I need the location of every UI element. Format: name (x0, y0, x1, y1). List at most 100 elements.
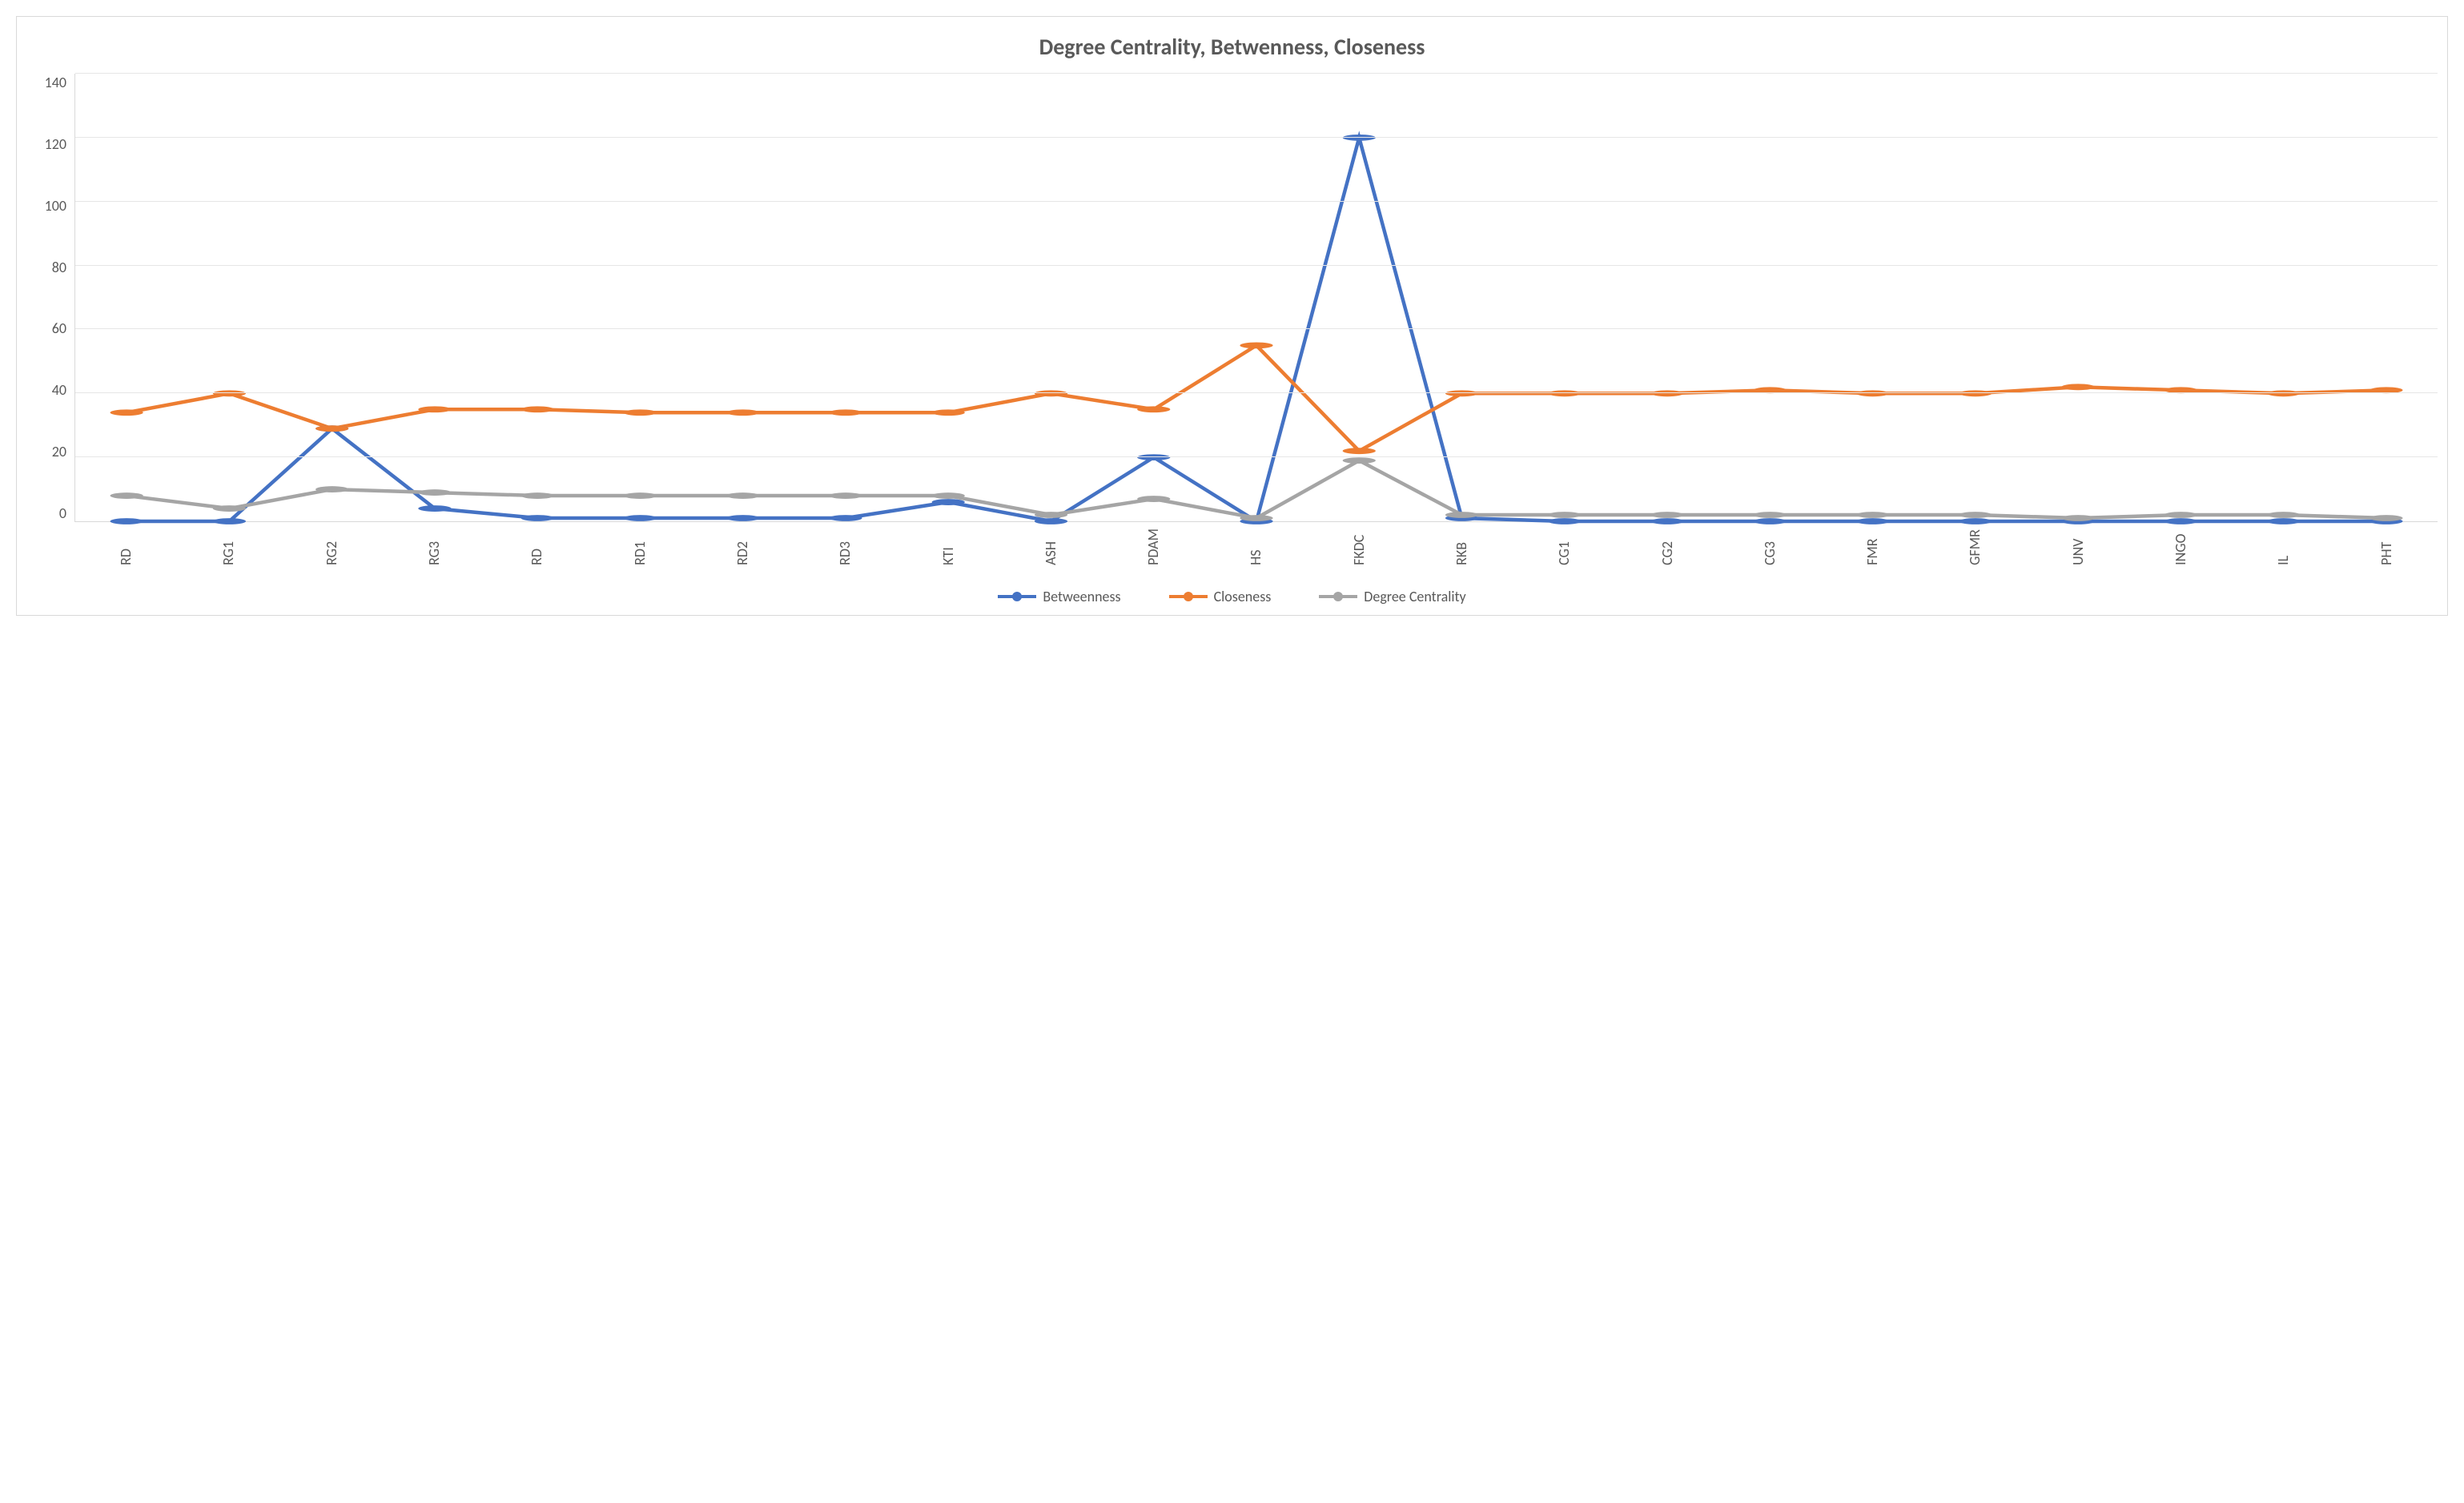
legend-swatch (1319, 595, 1357, 598)
legend-item-closeness: Closeness (1169, 588, 1272, 605)
x-tick-label: RD3 (836, 528, 854, 565)
x-tick: RD2 (691, 522, 794, 565)
plot-area (74, 74, 2438, 522)
series-marker (624, 409, 657, 416)
grid-line (75, 392, 2438, 393)
series-marker (932, 409, 965, 416)
chart-svg (75, 74, 2438, 521)
x-tick-label: CG1 (1555, 528, 1573, 565)
legend: Betweenness Closeness Degree Centrality (26, 588, 2438, 605)
series-marker (1240, 342, 1272, 348)
x-tick: FMR (1821, 522, 1923, 565)
legend-swatch (1169, 595, 1208, 598)
series-marker (1240, 515, 1272, 521)
y-tick-label: 60 (52, 319, 66, 337)
x-tick: RD1 (588, 522, 690, 565)
legend-item-degree-centrality: Degree Centrality (1319, 588, 1465, 605)
series-marker (521, 492, 554, 499)
x-tick: CG3 (1718, 522, 1821, 565)
chart-container: Degree Centrality, Betwenness, Closeness… (16, 16, 2448, 616)
x-tick-label: HS (1247, 528, 1264, 565)
x-tick: GFMR (1923, 522, 2026, 565)
grid-line (75, 328, 2438, 329)
y-tick-label: 140 (45, 74, 66, 91)
x-tick-label: CG2 (1658, 528, 1676, 565)
series-marker (1650, 512, 1683, 518)
x-tick: PDAM (1102, 522, 1204, 565)
series-marker (1548, 512, 1581, 518)
grid-line (75, 456, 2438, 457)
x-tick: RG2 (280, 522, 383, 565)
x-tick-label: RD (528, 528, 545, 565)
x-tick: HS (1204, 522, 1307, 565)
x-tick-label: FMR (1863, 528, 1881, 565)
series-marker (726, 409, 759, 416)
x-tick: FKDC (1308, 522, 1410, 565)
x-tick-label: GFMR (1966, 528, 1984, 565)
x-tick: RD (485, 522, 588, 565)
series-marker (1548, 518, 1581, 524)
x-tick-label: RD1 (631, 528, 649, 565)
series-marker (2370, 515, 2402, 521)
x-tick-label: INGO (2172, 528, 2189, 565)
x-tick-label: RD2 (734, 528, 751, 565)
plot-wrap: 140120100806040200 (26, 74, 2438, 522)
x-tick: IL (2232, 522, 2334, 565)
series-marker (418, 406, 451, 412)
chart-title: Degree Centrality, Betwenness, Closeness (26, 33, 2438, 61)
series-line-degree-centrality (127, 460, 2386, 518)
legend-swatch (998, 595, 1036, 598)
x-tick-label: RG2 (323, 528, 340, 565)
series-marker (110, 409, 143, 416)
x-tick: CG2 (1615, 522, 1718, 565)
series-marker (1445, 512, 1478, 518)
series-marker (521, 406, 554, 412)
series-marker (418, 505, 451, 512)
y-tick-label: 100 (45, 197, 66, 215)
series-marker (1754, 518, 1787, 524)
series-marker (213, 505, 246, 512)
series-marker (1959, 512, 1992, 518)
x-tick-label: UNV (2069, 528, 2087, 565)
series-marker (932, 492, 965, 499)
x-tick-label: FKDC (1350, 528, 1368, 565)
series-marker (2061, 384, 2094, 390)
x-tick: INGO (2129, 522, 2232, 565)
series-marker (1343, 448, 1376, 454)
x-tick: RG3 (383, 522, 485, 565)
x-tick-label: RD (117, 528, 135, 565)
x-tick-label: RG1 (219, 528, 237, 565)
series-marker (316, 486, 348, 492)
x-tick: ASH (999, 522, 1102, 565)
x-tick-label: CG3 (1761, 528, 1779, 565)
series-marker (316, 425, 348, 432)
series-marker (932, 499, 965, 505)
series-marker (829, 492, 862, 499)
series-marker (213, 518, 246, 524)
grid-line (75, 265, 2438, 266)
legend-label: Closeness (1214, 588, 1272, 605)
series-marker (726, 492, 759, 499)
series-marker (1343, 457, 1376, 464)
series-marker (2061, 515, 2094, 521)
y-tick-label: 80 (52, 259, 66, 276)
series-marker (1650, 518, 1683, 524)
series-marker (2267, 518, 2300, 524)
x-tick-label: PHT (2378, 528, 2395, 565)
series-line-closeness (127, 345, 2386, 451)
series-marker (2165, 518, 2197, 524)
y-tick-label: 120 (45, 135, 66, 153)
y-tick-label: 20 (52, 443, 66, 460)
x-tick: RG1 (177, 522, 279, 565)
series-marker (726, 515, 759, 521)
y-axis: 140120100806040200 (26, 74, 74, 522)
x-tick: PHT (2335, 522, 2438, 565)
grid-line (75, 137, 2438, 138)
legend-item-betweenness: Betweenness (998, 588, 1120, 605)
x-tick-label: RG3 (425, 528, 443, 565)
series-marker (1856, 518, 1889, 524)
x-tick-label: PDAM (1144, 528, 1162, 565)
series-marker (1137, 406, 1170, 412)
series-marker (110, 518, 143, 524)
series-marker (521, 515, 554, 521)
